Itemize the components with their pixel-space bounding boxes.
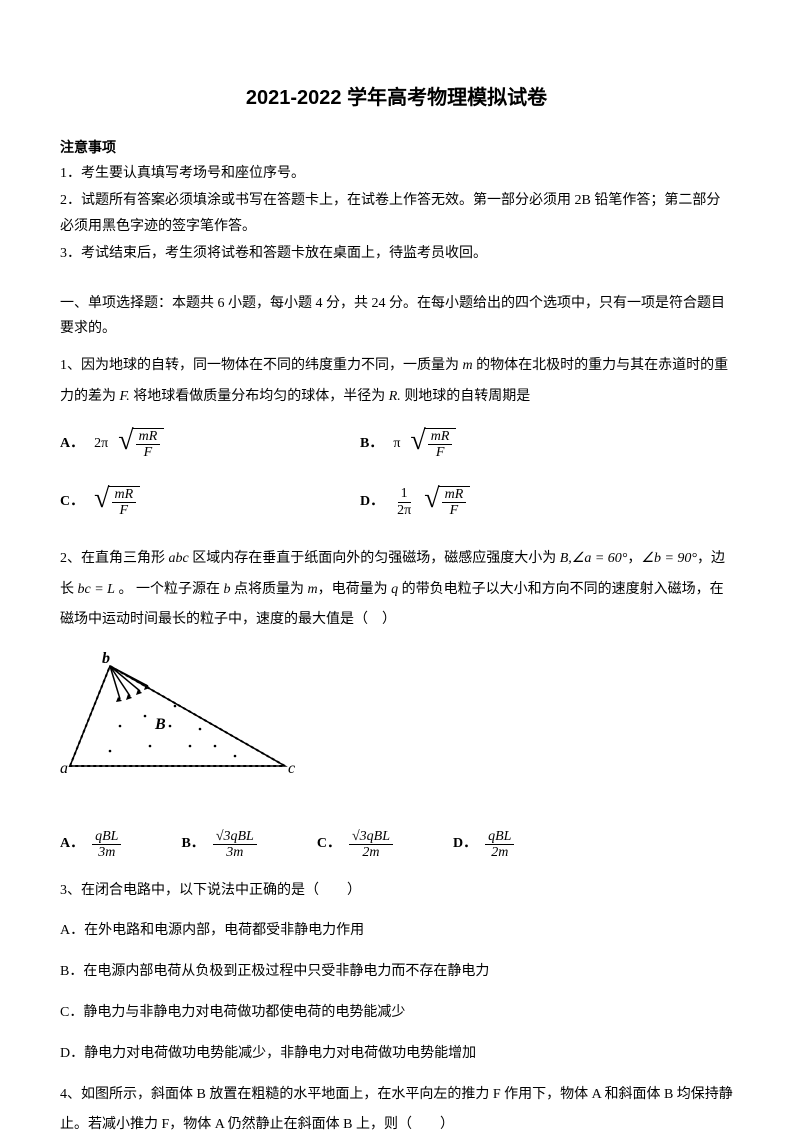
q2-c-num: qBL bbox=[367, 829, 390, 844]
question-4: 4、如图所示，斜面体 B 放置在粗糙的水平地面上，在水平向左的推力 F 作用下，… bbox=[60, 1080, 733, 1141]
q3-options: A．在外电路和电源内部，电荷都受非静电力作用 B．在电源内部电荷从负极到正极过程… bbox=[60, 916, 733, 1069]
sqrt-icon: √ mRF bbox=[118, 428, 164, 461]
sqrt-icon: √ mRF bbox=[94, 486, 140, 519]
q2-options: A． qBL3m B． √3qBL3m C． √3qBL2m D． qBL2m bbox=[60, 829, 733, 861]
q2-b-label: B． bbox=[181, 829, 204, 860]
q2-b-num: qBL bbox=[231, 829, 254, 844]
q1-d-cden: 2π bbox=[394, 503, 414, 518]
q1-m: m bbox=[463, 358, 473, 373]
diagram-label-a: a bbox=[60, 760, 68, 777]
q2-t2: 区域内存在垂直于纸面向外的匀强磁场，磁感应强度大小为 bbox=[189, 551, 560, 566]
q3-option-b: B．在电源内部电荷从负极到正极过程中只受非静电力而不存在静电力 bbox=[60, 957, 733, 988]
q1-R: R. bbox=[389, 389, 401, 404]
sqrt-icon: √ mRF bbox=[424, 486, 470, 519]
q2-t5: 点将质量为 bbox=[230, 582, 307, 597]
notice-item-3: 3．考试结束后，考生须将试卷和答题卡放在桌面上，待监考员收回。 bbox=[60, 241, 733, 266]
q1-b-den: F bbox=[433, 445, 448, 460]
q1-t1: 1、因为地球的自转，同一物体在不同的纬度重力不同，一质量为 bbox=[60, 358, 463, 373]
q1-a-den: F bbox=[141, 445, 156, 460]
q2-option-d: D． qBL2m bbox=[453, 829, 514, 861]
q1-text: 1、因为地球的自转，同一物体在不同的纬度重力不同，一质量为 m 的物体在北极时的… bbox=[60, 351, 733, 413]
q2-B: B, bbox=[560, 551, 572, 566]
q3-option-a: A．在外电路和电源内部，电荷都受非静电力作用 bbox=[60, 916, 733, 947]
q2-t4: 一个粒子源在 bbox=[136, 582, 224, 597]
q1-d-coef: 12π bbox=[394, 486, 414, 518]
q2-m: m bbox=[307, 582, 317, 597]
question-2: 2、在直角三角形 abc 区域内存在垂直于纸面向外的匀强磁场，磁感应强度大小为 … bbox=[60, 544, 733, 861]
q2-d-label: D． bbox=[453, 829, 477, 860]
q2-c-coef: √3 bbox=[352, 829, 367, 844]
q3-option-d: D．静电力对电荷做功电势能减少，非静电力对电荷做功电势能增加 bbox=[60, 1039, 733, 1070]
q2-angle-b: ∠b = 90° bbox=[641, 551, 697, 566]
q1-option-a: A． 2π √ mRF bbox=[60, 428, 360, 461]
page-title: 2021-2022 学年高考物理模拟试卷 bbox=[60, 80, 733, 116]
q1-t3: 将地球看做质量分布均匀的球体，半径为 bbox=[130, 389, 389, 404]
q1-option-b: B． π √ mRF bbox=[360, 428, 660, 461]
q2-text: 2、在直角三角形 abc 区域内存在垂直于纸面向外的匀强磁场，磁感应强度大小为 … bbox=[60, 544, 733, 636]
sqrt-icon: √ mRF bbox=[410, 428, 456, 461]
q1-a-num: mR bbox=[136, 429, 161, 445]
diagram-label-c: c bbox=[288, 760, 295, 777]
diagram-label-b: b bbox=[102, 651, 110, 667]
q1-t4: 则地球的自转周期是 bbox=[401, 389, 531, 404]
q4-text: 4、如图所示，斜面体 B 放置在粗糙的水平地面上，在水平向左的推力 F 作用下，… bbox=[60, 1080, 733, 1141]
q1-a-coef: 2π bbox=[94, 429, 108, 460]
opt-a-label: A． bbox=[60, 429, 84, 460]
q3-text: 3、在闭合电路中，以下说法中正确的是（ ） bbox=[60, 876, 733, 907]
q2-c-den: 2m bbox=[359, 845, 382, 860]
q2-b-den: 3m bbox=[223, 845, 246, 860]
notice-item-1: 1．考生要认真填写考场号和座位序号。 bbox=[60, 161, 733, 186]
q1-options: A． 2π √ mRF B． π √ mRF C． √ bbox=[60, 428, 733, 519]
q1-d-den: F bbox=[447, 503, 462, 518]
q1-b-num: mR bbox=[428, 429, 453, 445]
q2-option-c: C． √3qBL2m bbox=[317, 829, 393, 861]
q2-b-coef: √3 bbox=[216, 829, 231, 844]
q2-p: 。 bbox=[115, 582, 133, 597]
q2-abc: abc bbox=[169, 551, 189, 566]
notice-item-2: 2．试题所有答案必须填涂或书写在答题卡上，在试卷上作答无效。第一部分必须用 2B… bbox=[60, 188, 733, 238]
q1-F: F. bbox=[120, 389, 130, 404]
q3-option-c: C．静电力与非静电力对电荷做功都使电荷的电势能减少 bbox=[60, 998, 733, 1029]
q2-option-b: B． √3qBL3m bbox=[181, 829, 256, 861]
notice-heading: 注意事项 bbox=[60, 136, 733, 161]
triangle-diagram: a b c B bbox=[60, 651, 300, 791]
q1-b-coef: π bbox=[393, 429, 400, 460]
q2-a-label: A． bbox=[60, 829, 84, 860]
q2-option-a: A． qBL3m bbox=[60, 829, 121, 861]
opt-b-label: B． bbox=[360, 429, 383, 460]
q2-angle-a: ∠a = 60° bbox=[572, 551, 628, 566]
q2-c-label: C． bbox=[317, 829, 341, 860]
diagram-label-B: B bbox=[154, 716, 166, 733]
q2-d-den: 2m bbox=[488, 845, 511, 860]
section1-intro: 一、单项选择题：本题共 6 小题，每小题 4 分，共 24 分。在每小题给出的四… bbox=[60, 291, 733, 341]
q2-d-num: qBL bbox=[485, 829, 514, 845]
q1-d-num: mR bbox=[442, 487, 467, 503]
q1-c-den: F bbox=[117, 503, 132, 518]
q1-d-cnum: 1 bbox=[398, 486, 411, 502]
q1-option-c: C． √ mRF bbox=[60, 486, 360, 519]
question-3: 3、在闭合电路中，以下说法中正确的是（ ） A．在外电路和电源内部，电荷都受非静… bbox=[60, 876, 733, 1070]
q2-a-den: 3m bbox=[95, 845, 118, 860]
q2-t1: 2、在直角三角形 bbox=[60, 551, 169, 566]
q2-t6: ，电荷量为 bbox=[318, 582, 392, 597]
opt-c-label: C． bbox=[60, 487, 84, 518]
notice-section: 注意事项 1．考生要认真填写考场号和座位序号。 2．试题所有答案必须填涂或书写在… bbox=[60, 136, 733, 266]
q2-bc: bc = L bbox=[78, 582, 115, 597]
q2-a-num: qBL bbox=[92, 829, 121, 845]
question-1: 1、因为地球的自转，同一物体在不同的纬度重力不同，一质量为 m 的物体在北极时的… bbox=[60, 351, 733, 518]
q1-c-num: mR bbox=[112, 487, 137, 503]
q1-option-d: D． 12π √ mRF bbox=[360, 486, 660, 519]
q2-c1: ， bbox=[627, 551, 641, 566]
opt-d-label: D． bbox=[360, 487, 384, 518]
